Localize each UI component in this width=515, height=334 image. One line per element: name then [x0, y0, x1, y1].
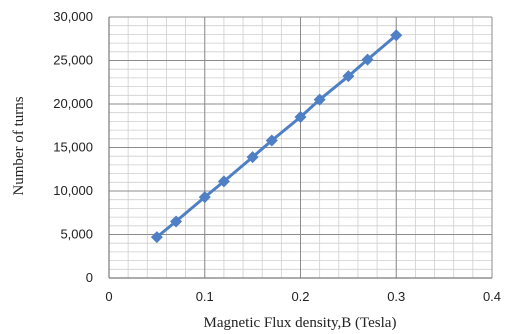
axes [108, 17, 492, 279]
x-axis-label: Magnetic Flux density,B (Tesla) [204, 315, 397, 331]
data-point-marker [313, 93, 326, 106]
data-series [150, 29, 403, 244]
series-line [155, 34, 398, 239]
data-point-marker [170, 215, 183, 228]
data-point-marker [294, 111, 307, 124]
y-tick-label: 15,000 [53, 140, 93, 155]
y-tick-labels: 0 5,000 10,000 15,000 20,000 25,000 30,000 [53, 9, 93, 285]
data-point-marker [217, 175, 230, 188]
y-tick-label: 5,000 [60, 227, 93, 242]
y-tick-label: 20,000 [53, 96, 93, 111]
y-axis-label: Number of turns [11, 96, 27, 195]
y-tick-label: 0 [86, 270, 93, 285]
x-tick-labels: 0 0.1 0.2 0.3 0.4 [105, 289, 501, 304]
data-point-marker [390, 29, 403, 42]
data-point-marker [150, 231, 163, 244]
data-point-marker [246, 151, 259, 164]
data-point-marker [361, 53, 374, 66]
x-tick-label: 0.2 [291, 289, 309, 304]
x-tick-label: 0.3 [387, 289, 405, 304]
data-point-marker [198, 191, 211, 204]
y-tick-label: 30,000 [53, 9, 93, 24]
x-tick-label: 0.1 [196, 289, 214, 304]
y-tick-label: 25,000 [53, 53, 93, 68]
x-tick-label: 0.4 [483, 289, 501, 304]
data-point-marker [342, 70, 355, 83]
x-tick-label: 0 [105, 289, 112, 304]
data-point-marker [265, 134, 278, 147]
y-tick-label: 10,000 [53, 183, 93, 198]
